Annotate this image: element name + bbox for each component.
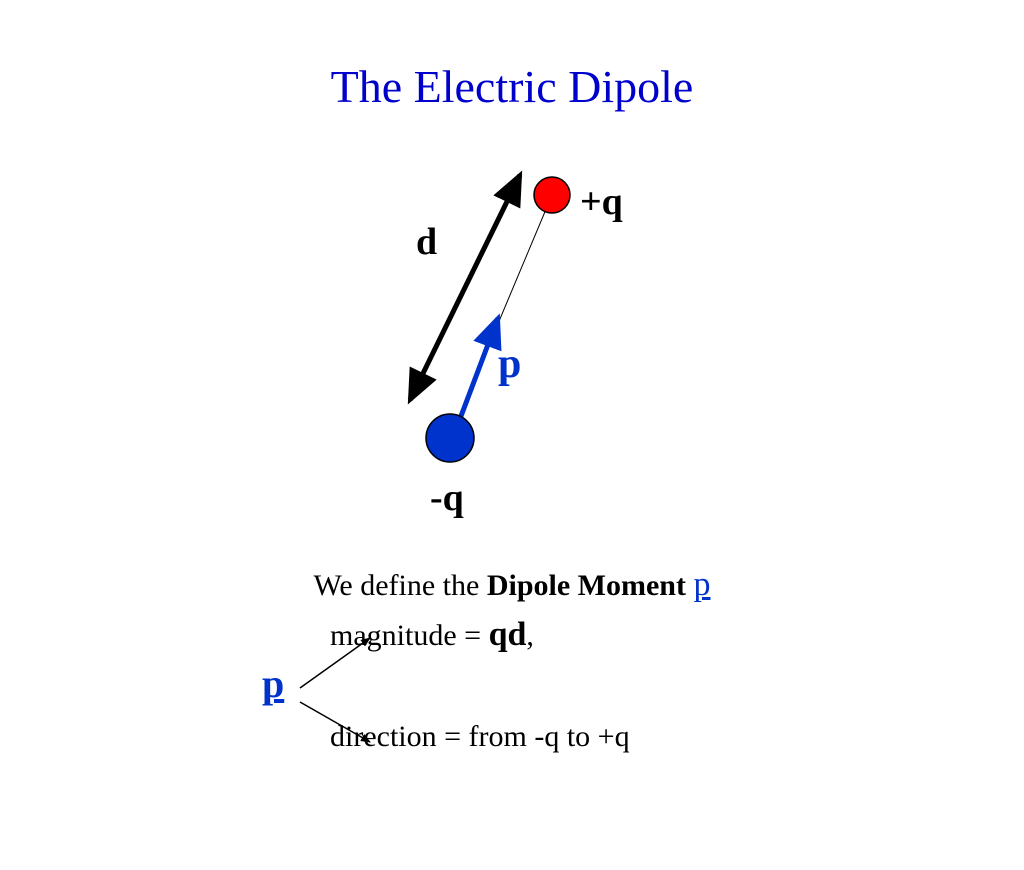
definition-magnitude: magnitude = qd, bbox=[330, 616, 534, 654]
label-minus-q: -q bbox=[430, 476, 464, 520]
label-p: p bbox=[498, 340, 521, 388]
negative-charge bbox=[426, 414, 474, 462]
positive-charge bbox=[534, 177, 570, 213]
mag-bold: qd bbox=[489, 616, 527, 653]
def-prefix: We define the bbox=[314, 569, 487, 602]
label-d: d bbox=[416, 220, 437, 264]
def-bold: Dipole Moment bbox=[487, 569, 694, 602]
definition-direction: direction = from -q to +q bbox=[330, 720, 630, 754]
definition-line-1: We define the Dipole Moment p bbox=[0, 566, 1024, 604]
label-plus-q: +q bbox=[580, 180, 623, 224]
mag-prefix: magnitude = bbox=[330, 619, 489, 652]
mag-suffix: , bbox=[526, 619, 534, 652]
def-p-symbol-1: p bbox=[693, 566, 710, 603]
def-p-symbol-2: p bbox=[262, 660, 284, 707]
